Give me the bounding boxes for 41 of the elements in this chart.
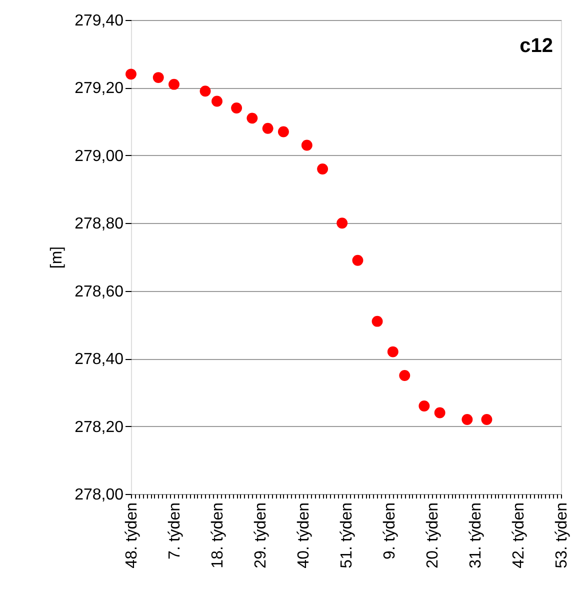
annotation: c12 [520, 35, 553, 57]
y-tick-label: 279,40 [74, 12, 124, 30]
point [372, 316, 383, 327]
point [200, 86, 211, 97]
x-tick-label: 29. týden [252, 502, 270, 568]
point [462, 414, 473, 425]
point [152, 72, 164, 84]
point [481, 414, 492, 425]
x-tick-label: 9. týden [382, 502, 398, 560]
y-tick-label: 279,20 [74, 80, 124, 98]
point [278, 126, 289, 138]
x-tick-label: 31. týden [468, 502, 484, 568]
point [336, 218, 348, 229]
x-tick-label: 42. týden [510, 502, 528, 568]
x-tick-label: 18. týden [210, 502, 226, 568]
point [317, 164, 328, 174]
point [262, 122, 274, 134]
point [387, 346, 398, 358]
point [418, 400, 430, 412]
x-tick-label: 51. týden [338, 502, 356, 568]
y-tick-label: 278,20 [74, 418, 124, 436]
x-tick-label: 53. týden [554, 502, 570, 568]
point [231, 102, 242, 114]
x-tick-label: 40. týden [296, 502, 312, 568]
y-tick-label: 278,40 [74, 351, 124, 368]
y-axis-title: [m] [48, 246, 66, 269]
point [168, 78, 180, 90]
x-tick-label: 20. týden [424, 502, 442, 568]
y-tick-label: 278,60 [74, 283, 124, 300]
point [399, 370, 410, 381]
y-tick-label: 278,80 [74, 216, 124, 233]
y-tick-label: 279,00 [74, 148, 124, 165]
point [246, 112, 258, 124]
y-tick-label: 278,00 [74, 486, 124, 504]
point [126, 68, 136, 80]
point [352, 254, 364, 266]
x-tick-label: 7. týden [166, 502, 184, 560]
x-tick-label: 48. týden [124, 502, 140, 568]
point [212, 96, 222, 107]
point [301, 140, 312, 151]
point [434, 407, 446, 418]
